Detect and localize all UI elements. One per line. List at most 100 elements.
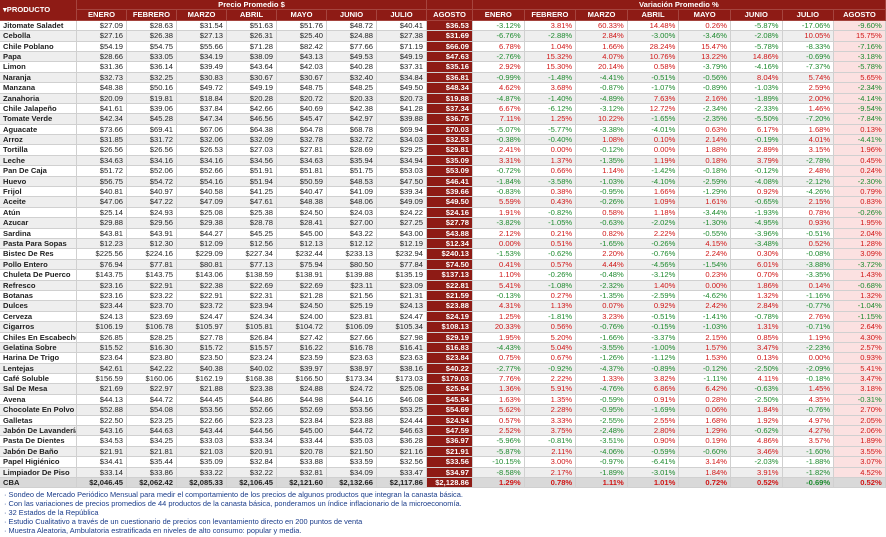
price-cell: $38.16 [377,363,427,375]
price-cell: $232.94 [377,249,427,260]
price-cell: $21.69 [77,384,127,395]
variation-cell: -0.60% [679,446,731,458]
variation-cell: 0.00% [782,353,835,364]
variation-cell: -7.37% [782,62,835,73]
variation-cell: 3.55% [834,446,886,458]
variation-cell: 3.57% [782,436,835,447]
variation-cell: 2.22% [524,374,577,385]
price-cell: $38.09 [227,51,277,63]
price-cell: $44.72 [127,394,177,406]
price-cell: $66.09 [427,41,473,52]
variation-cell: -5.77% [524,124,577,136]
product-name: Pasta Para Sopas [0,238,77,250]
variation-cell: 1.66% [627,187,680,198]
variation-cell: 0.56% [524,322,577,333]
price-cell: $71.28 [227,41,277,52]
price-cell: $139.88 [327,270,377,281]
variation-cell: -4.76% [576,384,628,395]
price-cell: $80.81 [177,259,227,271]
price-cell: $40.28 [327,62,377,73]
variation-cell: -2.59% [679,176,731,188]
variation-cell: 15.32% [524,51,577,63]
price-cell: $33.44 [277,436,327,447]
price-cell: $47.50 [377,176,427,188]
price-cell: $77.66 [327,41,377,52]
price-cell: $47.22 [127,197,177,208]
price-cell: $22.97 [127,384,177,395]
variation-cell: 0.38% [524,187,577,198]
price-cell: $40.02 [227,363,277,375]
variation-cell: -1.35% [576,155,628,167]
price-cell: $240.13 [427,249,473,260]
variation-cell: 2.16% [679,93,731,104]
price-cell: $15.52 [77,342,127,354]
price-cell: $77.13 [227,259,277,271]
price-cell: $2,132.66 [327,477,377,489]
variation-cell: 0.23% [679,270,731,281]
variation-cell: 3.46% [730,446,783,458]
variation-cell: 2.84% [576,31,628,42]
price-cell: $24.93 [127,207,177,219]
price-cell: $34.19 [177,51,227,63]
variation-cell: 1.04% [524,41,577,52]
variation-cell: 0.52% [730,477,783,489]
variation-cell: -6.12% [524,103,577,115]
price-cell: $35.09 [427,155,473,167]
price-cell: $162.19 [177,374,227,385]
variation-cell: -1.03% [730,83,783,94]
price-cell: $33.86 [127,467,177,478]
variation-cell: -1.69% [627,405,680,416]
price-cell: $12.30 [127,238,177,250]
price-cell: $82.42 [277,41,327,52]
variation-cell: -4.41% [834,135,886,146]
variation-cell: 4.30% [834,332,886,343]
variation-cell: -0.19% [730,135,783,146]
variation-cell: -0.48% [576,270,628,281]
price-cell: $32.84 [227,457,277,468]
variation-cell: 10.05% [782,31,835,42]
price-cell: $24.16 [427,207,473,219]
month-header: AGOSTO [834,10,886,21]
variation-cell: -0.69% [782,51,835,63]
price-cell: $21.81 [127,446,177,458]
variation-cell: 0.14% [782,280,835,291]
price-cell: $69.94 [377,124,427,136]
variation-cell: 0.83% [834,197,886,208]
variation-cell: -0.69% [782,477,835,489]
variation-cell: -0.97% [576,457,628,468]
variation-cell: 1.63% [473,394,525,406]
variation-cell: 1.53% [679,353,731,364]
price-cell: $70.03 [427,124,473,136]
product-header: ▾PRODUCTO [0,0,77,21]
variation-cell: -2.48% [576,426,628,437]
price-cell: $32.53 [427,135,473,146]
variation-cell: 3.09% [834,249,886,260]
price-cell: $54.16 [177,176,227,188]
product-name: Azucar [0,218,77,229]
price-cell: $34.56 [227,155,277,167]
product-name: Zanahoria [0,93,77,104]
variation-cell: 1.31% [730,322,783,333]
product-name: Sal De Mesa [0,384,77,395]
price-cell: $23.44 [77,301,127,312]
price-cell: $229.09 [177,249,227,260]
price-cell: $23.38 [227,384,277,395]
price-cell: $21.88 [177,384,227,395]
product-name: Pasta De Dientes [0,436,77,447]
price-cell: $46.63 [377,426,427,437]
variation-cell: 1.13% [524,301,577,312]
variation-cell: 1.19% [627,155,680,167]
variation-cell: 0.70% [730,270,783,281]
variation-cell: -3.79% [679,62,731,73]
variation-cell: 60.33% [576,20,628,32]
variation-cell: -2.12% [782,176,835,188]
price-cell: $24.00 [277,311,327,323]
variation-cell: 0.72% [679,477,731,489]
price-cell: $22.66 [177,415,227,427]
variation-cell: 2.06% [834,426,886,437]
price-cell: $22.31 [227,290,277,302]
price-cell: $33.56 [427,457,473,468]
header-blank [427,0,473,11]
price-cell: $20.91 [227,446,277,458]
variation-cell: 1.46% [782,103,835,115]
